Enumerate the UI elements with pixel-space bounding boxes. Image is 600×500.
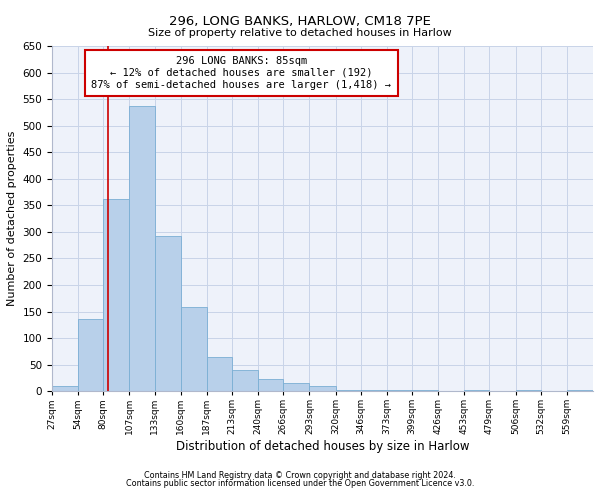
- Bar: [181, 308, 207, 391]
- Bar: [464, 390, 490, 391]
- Bar: [361, 390, 387, 391]
- Text: Contains public sector information licensed under the Open Government Licence v3: Contains public sector information licen…: [126, 478, 474, 488]
- Bar: [232, 370, 258, 391]
- Bar: [130, 106, 155, 391]
- Bar: [155, 236, 181, 391]
- Bar: [515, 390, 541, 391]
- Bar: [412, 390, 438, 391]
- Text: Size of property relative to detached houses in Harlow: Size of property relative to detached ho…: [148, 28, 452, 38]
- Bar: [283, 383, 310, 391]
- X-axis label: Distribution of detached houses by size in Harlow: Distribution of detached houses by size …: [176, 440, 469, 453]
- Bar: [310, 386, 335, 391]
- Bar: [52, 386, 78, 391]
- Bar: [258, 380, 283, 391]
- Text: 296, LONG BANKS, HARLOW, CM18 7PE: 296, LONG BANKS, HARLOW, CM18 7PE: [169, 15, 431, 28]
- Bar: [78, 320, 103, 391]
- Bar: [567, 390, 593, 391]
- Bar: [207, 356, 232, 391]
- Text: 296 LONG BANKS: 85sqm
← 12% of detached houses are smaller (192)
87% of semi-det: 296 LONG BANKS: 85sqm ← 12% of detached …: [91, 56, 391, 90]
- Y-axis label: Number of detached properties: Number of detached properties: [7, 131, 17, 306]
- Bar: [103, 199, 130, 391]
- Text: Contains HM Land Registry data © Crown copyright and database right 2024.: Contains HM Land Registry data © Crown c…: [144, 471, 456, 480]
- Bar: [335, 390, 361, 391]
- Bar: [387, 390, 412, 391]
